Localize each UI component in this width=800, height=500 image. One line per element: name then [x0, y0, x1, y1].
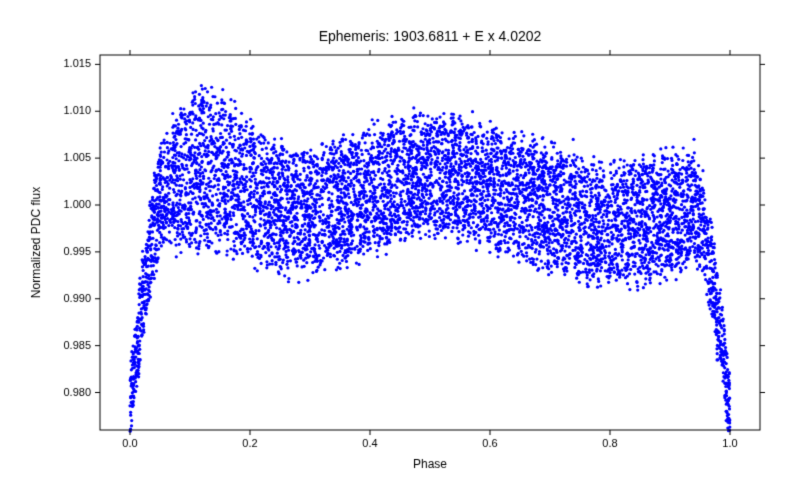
scatter-chart-canvas	[0, 0, 800, 500]
chart-container	[0, 0, 800, 500]
